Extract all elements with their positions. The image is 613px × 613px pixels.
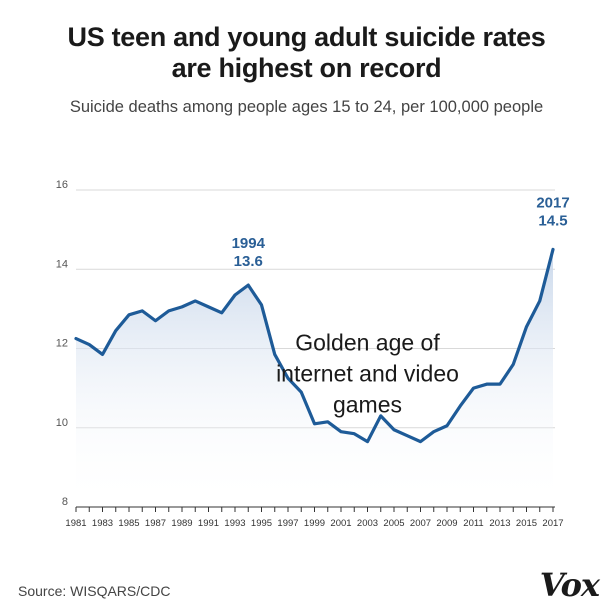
x-tick-label: 1989 [171, 518, 192, 529]
x-tick-label: 2001 [330, 518, 351, 529]
annotation-note-line: games [333, 391, 402, 417]
x-tick-label: 1991 [198, 518, 219, 529]
x-tick-label: 2007 [410, 518, 431, 529]
x-tick-label: 1997 [277, 518, 298, 529]
x-tick-label: 1993 [224, 518, 245, 529]
chart-title: US teen and young adult suicide rates ar… [0, 22, 613, 84]
y-axis-ticks: 8 10 12 14 16 [56, 179, 68, 508]
y-tick-label: 10 [56, 417, 68, 429]
y-tick-label: 8 [62, 496, 68, 508]
area-fill [76, 249, 553, 507]
y-tick-label: 12 [56, 338, 68, 350]
annotation-note-line: Golden age of [295, 329, 440, 355]
chart-title-line-2: are highest on record [171, 53, 442, 83]
x-tick-label: 1987 [145, 518, 166, 529]
y-tick-label: 16 [56, 179, 68, 191]
chart-subtitle: Suicide deaths among people ages 15 to 2… [69, 98, 544, 116]
series-line [74, 247, 555, 444]
x-tick-label: 2017 [542, 518, 563, 529]
x-axis: 1981 1983 1985 1987 1989 1991 1993 1995 1997 1999… [65, 506, 564, 529]
x-tick-label: 2003 [357, 518, 378, 529]
x-tick-label: 1999 [304, 518, 325, 529]
source-note: Source: WISQARS/CDC [18, 583, 171, 599]
x-tick-label: 2011 [463, 518, 483, 529]
series-line-path [74, 247, 555, 444]
x-tick-label: 2013 [489, 518, 510, 529]
x-tick-label: 1981 [65, 518, 86, 529]
x-tick-label: 1983 [92, 518, 113, 529]
annotation-peak-2017-value: 14.5 [538, 212, 567, 229]
y-tick-label: 14 [56, 258, 68, 270]
annotation-peak-1994-year: 1994 [232, 235, 266, 252]
annotation-note-line: internet and video [276, 360, 459, 386]
x-tick-label: 2015 [516, 518, 537, 529]
x-tick-label: 2005 [383, 518, 404, 529]
annotation-peak-1994-value: 13.6 [234, 253, 263, 270]
x-tick-label: 1995 [251, 518, 272, 529]
x-tick-label: 1985 [118, 518, 139, 529]
x-tick-label: 2009 [436, 518, 457, 529]
chart-title-line-1: US teen and young adult suicide rates [67, 22, 546, 52]
annotation-peak-2017-year: 2017 [536, 194, 569, 211]
brand-logo: Vox [539, 566, 600, 604]
area-under-line [76, 249, 553, 507]
